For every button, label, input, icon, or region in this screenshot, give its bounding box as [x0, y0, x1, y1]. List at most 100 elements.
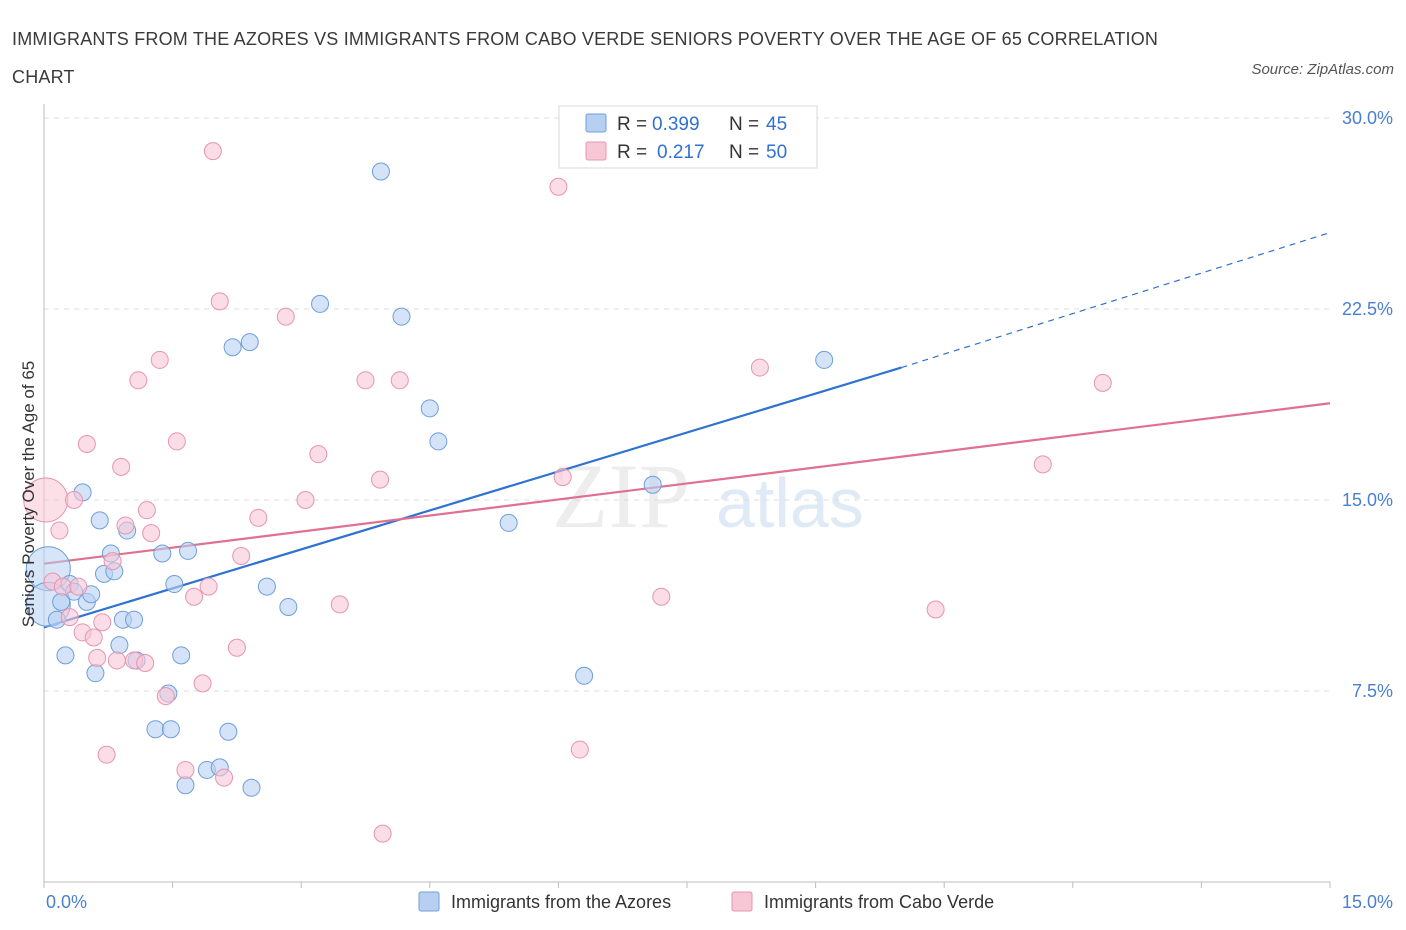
point-azores	[242, 778, 261, 797]
series-legend: Immigrants from the Azores Immigrants fr…	[418, 891, 994, 912]
point-azores	[643, 475, 662, 494]
stats-n-value-cabo: 50	[766, 142, 787, 163]
x-tick-label-max: 15.0%	[1342, 892, 1393, 912]
point-azores	[223, 338, 242, 357]
point-cabo-verde	[652, 587, 671, 606]
point-cabo-verde	[84, 628, 103, 647]
point-azores	[176, 776, 195, 795]
point-cabo-verde	[88, 648, 107, 667]
point-azores	[429, 432, 448, 451]
y-tick-label: 7.5%	[1352, 681, 1393, 701]
point-azores	[172, 646, 191, 665]
point-azores	[240, 333, 259, 352]
point-cabo-verde	[210, 292, 229, 311]
point-cabo-verde	[203, 142, 222, 161]
watermark-atlas: atlas	[716, 464, 864, 542]
point-cabo-verde	[69, 577, 88, 596]
point-cabo-verde	[296, 491, 315, 509]
point-azores	[575, 666, 594, 685]
point-cabo-verde	[142, 524, 161, 543]
data-points	[23, 142, 1112, 843]
point-cabo-verde	[77, 434, 96, 453]
point-cabo-verde	[137, 501, 156, 520]
point-cabo-verde	[249, 508, 268, 527]
point-cabo-verde	[199, 577, 218, 596]
trend-line-cabo-verde	[43, 402, 1331, 565]
point-cabo-verde	[116, 516, 135, 535]
point-cabo-verde	[309, 445, 328, 464]
legend-swatch-azores	[418, 891, 440, 912]
point-cabo-verde	[112, 457, 131, 476]
x-tick-label-min: 0.0%	[46, 892, 87, 912]
stats-n-label-azores: N =	[729, 114, 759, 135]
stats-r-label-cabo: R =	[617, 142, 647, 163]
trend-lines	[43, 232, 1331, 629]
point-cabo-verde	[570, 740, 589, 759]
point-azores	[371, 162, 390, 181]
point-azores	[420, 399, 439, 418]
point-azores	[279, 597, 298, 616]
watermark-zip: ZIP	[552, 445, 690, 547]
point-cabo-verde	[276, 307, 295, 326]
point-cabo-verde	[129, 371, 148, 390]
point-cabo-verde	[926, 600, 945, 619]
point-azores	[86, 664, 105, 683]
point-cabo-verde	[136, 653, 155, 672]
point-cabo-verde	[97, 745, 116, 764]
source-label: Source: ZipAtlas.com	[1251, 61, 1394, 78]
trend-line-azores	[43, 366, 902, 629]
point-cabo-verde	[215, 768, 234, 787]
stats-r-value-azores: 0.399	[652, 114, 700, 135]
stats-swatch-cabo	[585, 141, 607, 161]
point-cabo-verde	[167, 432, 186, 451]
point-cabo-verde	[750, 358, 769, 377]
point-cabo-verde	[150, 350, 169, 369]
chart-title: IMMIGRANTS FROM THE AZORES VS IMMIGRANTS…	[12, 29, 1159, 87]
legend-label-cabo: Immigrants from Cabo Verde	[764, 892, 994, 912]
gridlines	[44, 117, 1330, 692]
point-azores	[499, 513, 518, 532]
point-cabo-verde	[1033, 455, 1052, 474]
point-cabo-verde	[232, 547, 251, 566]
stats-swatch-azores	[585, 113, 607, 133]
stats-n-label-cabo: N =	[729, 142, 759, 163]
point-cabo-verde	[93, 613, 112, 632]
y-tick-label: 15.0%	[1342, 490, 1393, 510]
legend-label-azores: Immigrants from the Azores	[451, 892, 671, 912]
trend-line-azores-extension	[901, 232, 1331, 369]
stats-r-value-cabo: 0.217	[657, 142, 705, 163]
y-tick-label: 22.5%	[1342, 299, 1393, 319]
point-cabo-verde	[53, 577, 72, 596]
stats-legend: R = 0.399 N = 45 R = 0.217 N = 50	[558, 105, 818, 169]
point-azores	[815, 350, 834, 369]
point-cabo-verde	[107, 651, 126, 670]
point-cabo-verde	[60, 608, 79, 627]
point-azores	[110, 636, 129, 655]
stats-n-value-azores: 45	[766, 114, 787, 135]
point-cabo-verde	[371, 470, 390, 489]
point-cabo-verde	[549, 177, 568, 196]
point-cabo-verde	[65, 491, 84, 509]
point-azores	[311, 294, 330, 313]
point-cabo-verde	[185, 587, 204, 606]
point-cabo-verde	[50, 521, 69, 540]
point-cabo-verde	[227, 638, 246, 657]
point-cabo-verde	[330, 595, 349, 614]
point-cabo-verde	[176, 760, 195, 779]
point-cabo-verde	[356, 371, 375, 390]
point-azores	[161, 720, 180, 739]
point-azores	[90, 511, 109, 530]
tick-labels: 7.5% 15.0% 22.5% 30.0% 0.0% 15.0%	[46, 108, 1393, 912]
point-azores	[219, 722, 238, 741]
point-cabo-verde	[373, 824, 392, 843]
point-cabo-verde	[193, 674, 212, 693]
point-azores	[153, 544, 172, 563]
y-axis-label: Seniors Poverty Over the Age of 65	[19, 361, 38, 627]
point-azores	[56, 646, 75, 665]
point-azores	[179, 541, 198, 560]
point-cabo-verde	[1093, 373, 1112, 392]
point-azores	[146, 720, 165, 739]
legend-swatch-cabo	[731, 891, 753, 912]
point-azores	[392, 307, 411, 326]
